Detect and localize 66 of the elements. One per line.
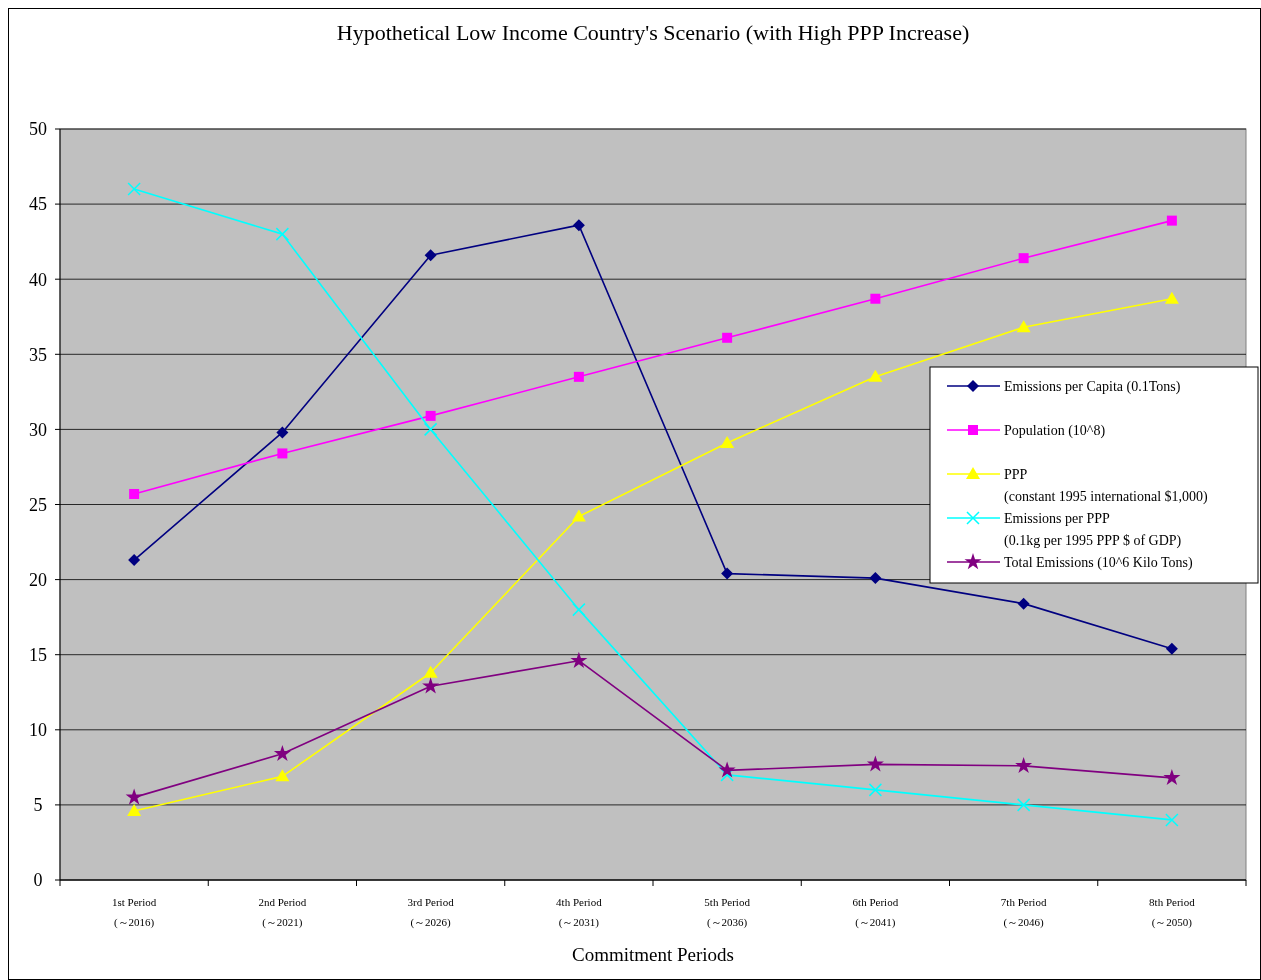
point (129, 488, 140, 499)
point (571, 509, 586, 522)
point (277, 448, 288, 459)
point (423, 665, 438, 678)
point (1017, 597, 1030, 610)
y-tick-label: 15 (29, 645, 47, 665)
point (125, 788, 143, 805)
point (868, 783, 883, 797)
legend-label: Emissions per PPP (0.1kg per 1995 PPP $ of GDP) (1004, 510, 1182, 549)
point (1166, 215, 1177, 226)
y-tick-label: 5 (33, 795, 43, 816)
point (720, 768, 734, 782)
point (721, 567, 734, 580)
x-tick-label: 2nd Period (～2021) (258, 896, 307, 929)
x-axis-title: Commitment Periods (571, 944, 735, 965)
legend-label: Emissions per Capita (0.1Tons) (1004, 378, 1181, 395)
point (866, 755, 884, 772)
legend-label: Total Emissions (10^6 Kilo Tons) (1004, 554, 1194, 571)
point (127, 182, 141, 196)
point (869, 572, 882, 585)
point (722, 332, 733, 343)
y-tick-label: 50 (29, 119, 47, 140)
y-tick-label: 25 (29, 494, 47, 515)
x-tick-label: 6th Period (～2041) (852, 896, 899, 929)
point (276, 426, 289, 439)
legend-label: Population (10^8) (1004, 422, 1106, 439)
point (275, 227, 290, 241)
x-tick-label: 5th Period (～2036) (704, 896, 751, 929)
point (128, 554, 141, 567)
x-tick-label: 4th Period (～2031) (556, 896, 603, 929)
point (423, 422, 438, 437)
x-tick-label: 7th Period (～2046) (1000, 896, 1047, 929)
point (1016, 320, 1031, 333)
y-tick-label: 35 (29, 344, 47, 365)
point (425, 410, 436, 421)
x-tick-label: 3rd Period (～2026) (407, 896, 455, 929)
point (127, 803, 142, 816)
point (422, 677, 440, 694)
point (1015, 756, 1033, 774)
point (718, 761, 736, 778)
point (273, 744, 291, 762)
point (573, 371, 584, 382)
y-tick-label: 0 (33, 870, 43, 891)
point (424, 249, 437, 262)
point (572, 602, 586, 617)
point (870, 293, 881, 304)
y-tick-label: 10 (29, 720, 47, 741)
chart-title: Hypothetical Low Income Country's Scenario (with High PPP Increase) (336, 20, 970, 45)
y-tick-label: 30 (29, 419, 47, 440)
point (1164, 291, 1179, 304)
point (1016, 798, 1031, 812)
x-tick-label: 1st Period (～2016) (111, 896, 157, 929)
y-tick-label: 40 (29, 269, 47, 290)
point (1163, 768, 1181, 786)
point (570, 651, 588, 668)
legend-label: PPP (constant 1995 international $1,000) (1004, 466, 1209, 505)
x-tick-label: 8th Period (～2050) (1149, 896, 1196, 929)
y-tick-label: 45 (29, 194, 47, 215)
point (275, 769, 290, 782)
point (868, 369, 883, 382)
point (1165, 642, 1178, 655)
point (572, 219, 585, 232)
point (1018, 253, 1029, 264)
y-tick-label: 20 (29, 569, 47, 590)
point (720, 435, 735, 448)
point (1165, 813, 1179, 827)
